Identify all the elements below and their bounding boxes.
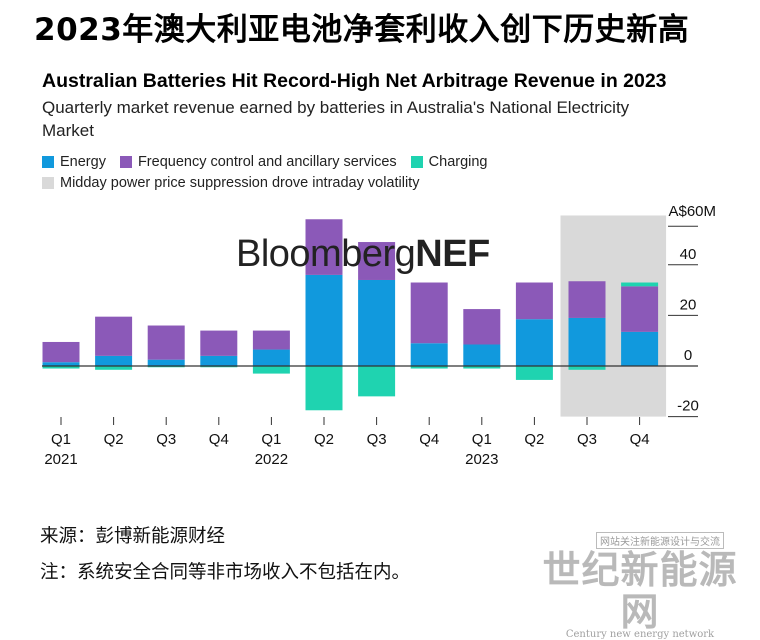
legend-item-charging: Charging	[410, 153, 488, 170]
bar-fcas-10	[568, 281, 606, 318]
bar-energy-9	[515, 319, 553, 366]
bar-energy-2	[147, 359, 185, 366]
y-tick-label-0: 0	[684, 347, 692, 364]
y-tick-label--20: -20	[677, 398, 699, 415]
bar-fcas-11	[621, 286, 659, 332]
legend-label-energy: Energy	[60, 153, 106, 170]
bar-fcas-1	[95, 316, 133, 356]
x-tick-label-5: Q2	[314, 431, 334, 448]
legend-label-highlight: Midday power price suppression drove int…	[60, 174, 420, 191]
x-year-label-2023: 2023	[465, 451, 498, 468]
x-tick-label-11: Q4	[630, 431, 650, 448]
bar-charging-10	[568, 366, 606, 370]
watermark-brand-light: Bloomberg	[236, 233, 416, 275]
x-tick-label-2: Q3	[156, 431, 176, 448]
bar-energy-8	[463, 344, 501, 366]
x-year-label-2021: 2021	[44, 451, 77, 468]
legend-item-energy: Energy	[42, 154, 106, 170]
bar-fcas-9	[515, 282, 553, 320]
bar-fcas-7	[410, 282, 448, 344]
legend-label-charging: Charging	[428, 153, 488, 170]
bar-energy-0	[42, 362, 80, 366]
bar-fcas-8	[463, 309, 501, 345]
site-watermark: 网站关注新能源设计与交流 世纪新能源网 Century new energy n…	[530, 530, 750, 640]
x-tick-label-9: Q2	[524, 431, 544, 448]
x-tick-label-1: Q2	[104, 431, 124, 448]
bar-charging-8	[463, 366, 501, 369]
bar-fcas-2	[147, 325, 185, 360]
bar-energy-5	[305, 274, 343, 366]
bar-charging-6	[358, 366, 396, 397]
legend-swatch-charging	[410, 155, 423, 168]
bloombergnef-watermark: BloombergNEF	[236, 233, 490, 276]
y-tick-label-20: 20	[680, 296, 697, 313]
legend-swatch-energy	[42, 155, 54, 168]
chart-plot: -20 0 20 40 A$60M Q1 Q2 Q3 Q4 Q1 Q2 Q3 Q4 Q1 Q2 Q3 Q4 202…	[42, 203, 716, 468]
x-tick-label-0: Q1	[51, 431, 71, 448]
bar-energy-3	[200, 355, 238, 366]
bar-charging-3	[200, 366, 238, 368]
bar-fcas-6	[358, 242, 396, 280]
x-tick-label-4: Q1	[261, 431, 281, 448]
headline: 2023年澳大利亚电池净套利收入创下历史新高	[34, 12, 690, 48]
x-tick-label-6: Q3	[367, 431, 387, 448]
bar-charging-9	[515, 366, 553, 380]
site-watermark-top: 网站关注新能源设计与交流	[596, 532, 724, 549]
bar-charging-5	[305, 366, 343, 411]
x-tick-label-3: Q4	[209, 431, 229, 448]
bar-energy-1	[95, 355, 133, 366]
footer-note: 注：系统安全合同等非市场收入不包括在内。	[40, 562, 411, 583]
bar-energy-11	[621, 331, 659, 366]
bar-fcas-5	[305, 219, 343, 275]
bar-charging-11	[621, 282, 659, 287]
bar-charging-1	[95, 366, 133, 370]
x-tick-label-7: Q4	[419, 431, 439, 448]
bar-energy-4	[252, 349, 290, 366]
bar-charging-4	[252, 366, 290, 374]
legend: Energy Frequency control and ancillary s…	[42, 151, 502, 193]
chart-title: Australian Batteries Hit Record-High Net…	[42, 70, 667, 92]
x-tick-label-10: Q3	[577, 431, 597, 448]
bar-charging-2	[147, 366, 185, 368]
bar-fcas-0	[42, 341, 80, 363]
bar-charging-0	[42, 366, 80, 369]
legend-label-fcas: Frequency control and ancillary services	[137, 153, 397, 170]
bar-energy-6	[358, 279, 396, 366]
y-axis-unit-label: A$60M	[668, 203, 716, 220]
legend-item-highlight: Midday power price suppression drove int…	[42, 175, 419, 191]
bar-charging-7	[410, 366, 448, 369]
footer-source: 来源：彭博新能源财经	[40, 526, 226, 547]
bar-fcas-4	[252, 330, 290, 350]
bar-energy-10	[568, 317, 606, 366]
x-year-label-2022: 2022	[255, 451, 288, 468]
legend-item-fcas: Frequency control and ancillary services	[119, 153, 397, 170]
bar-fcas-3	[200, 330, 238, 356]
legend-row-series: Energy Frequency control and ancillary s…	[42, 151, 502, 172]
site-watermark-main: 世纪新能源网	[542, 547, 738, 634]
watermark-brand-bold: NEF	[415, 233, 490, 275]
site-watermark-bottom: Century new energy network	[565, 629, 715, 640]
bar-energy-7	[410, 343, 448, 366]
y-tick-label-40: 40	[680, 246, 697, 263]
legend-swatch-fcas	[119, 155, 132, 168]
chart-subtitle: Quarterly market revenue earned by batte…	[42, 98, 630, 140]
x-tick-label-8: Q1	[472, 431, 492, 448]
legend-swatch-highlight	[42, 176, 54, 189]
legend-row-highlight: Midday power price suppression drove int…	[42, 172, 502, 193]
